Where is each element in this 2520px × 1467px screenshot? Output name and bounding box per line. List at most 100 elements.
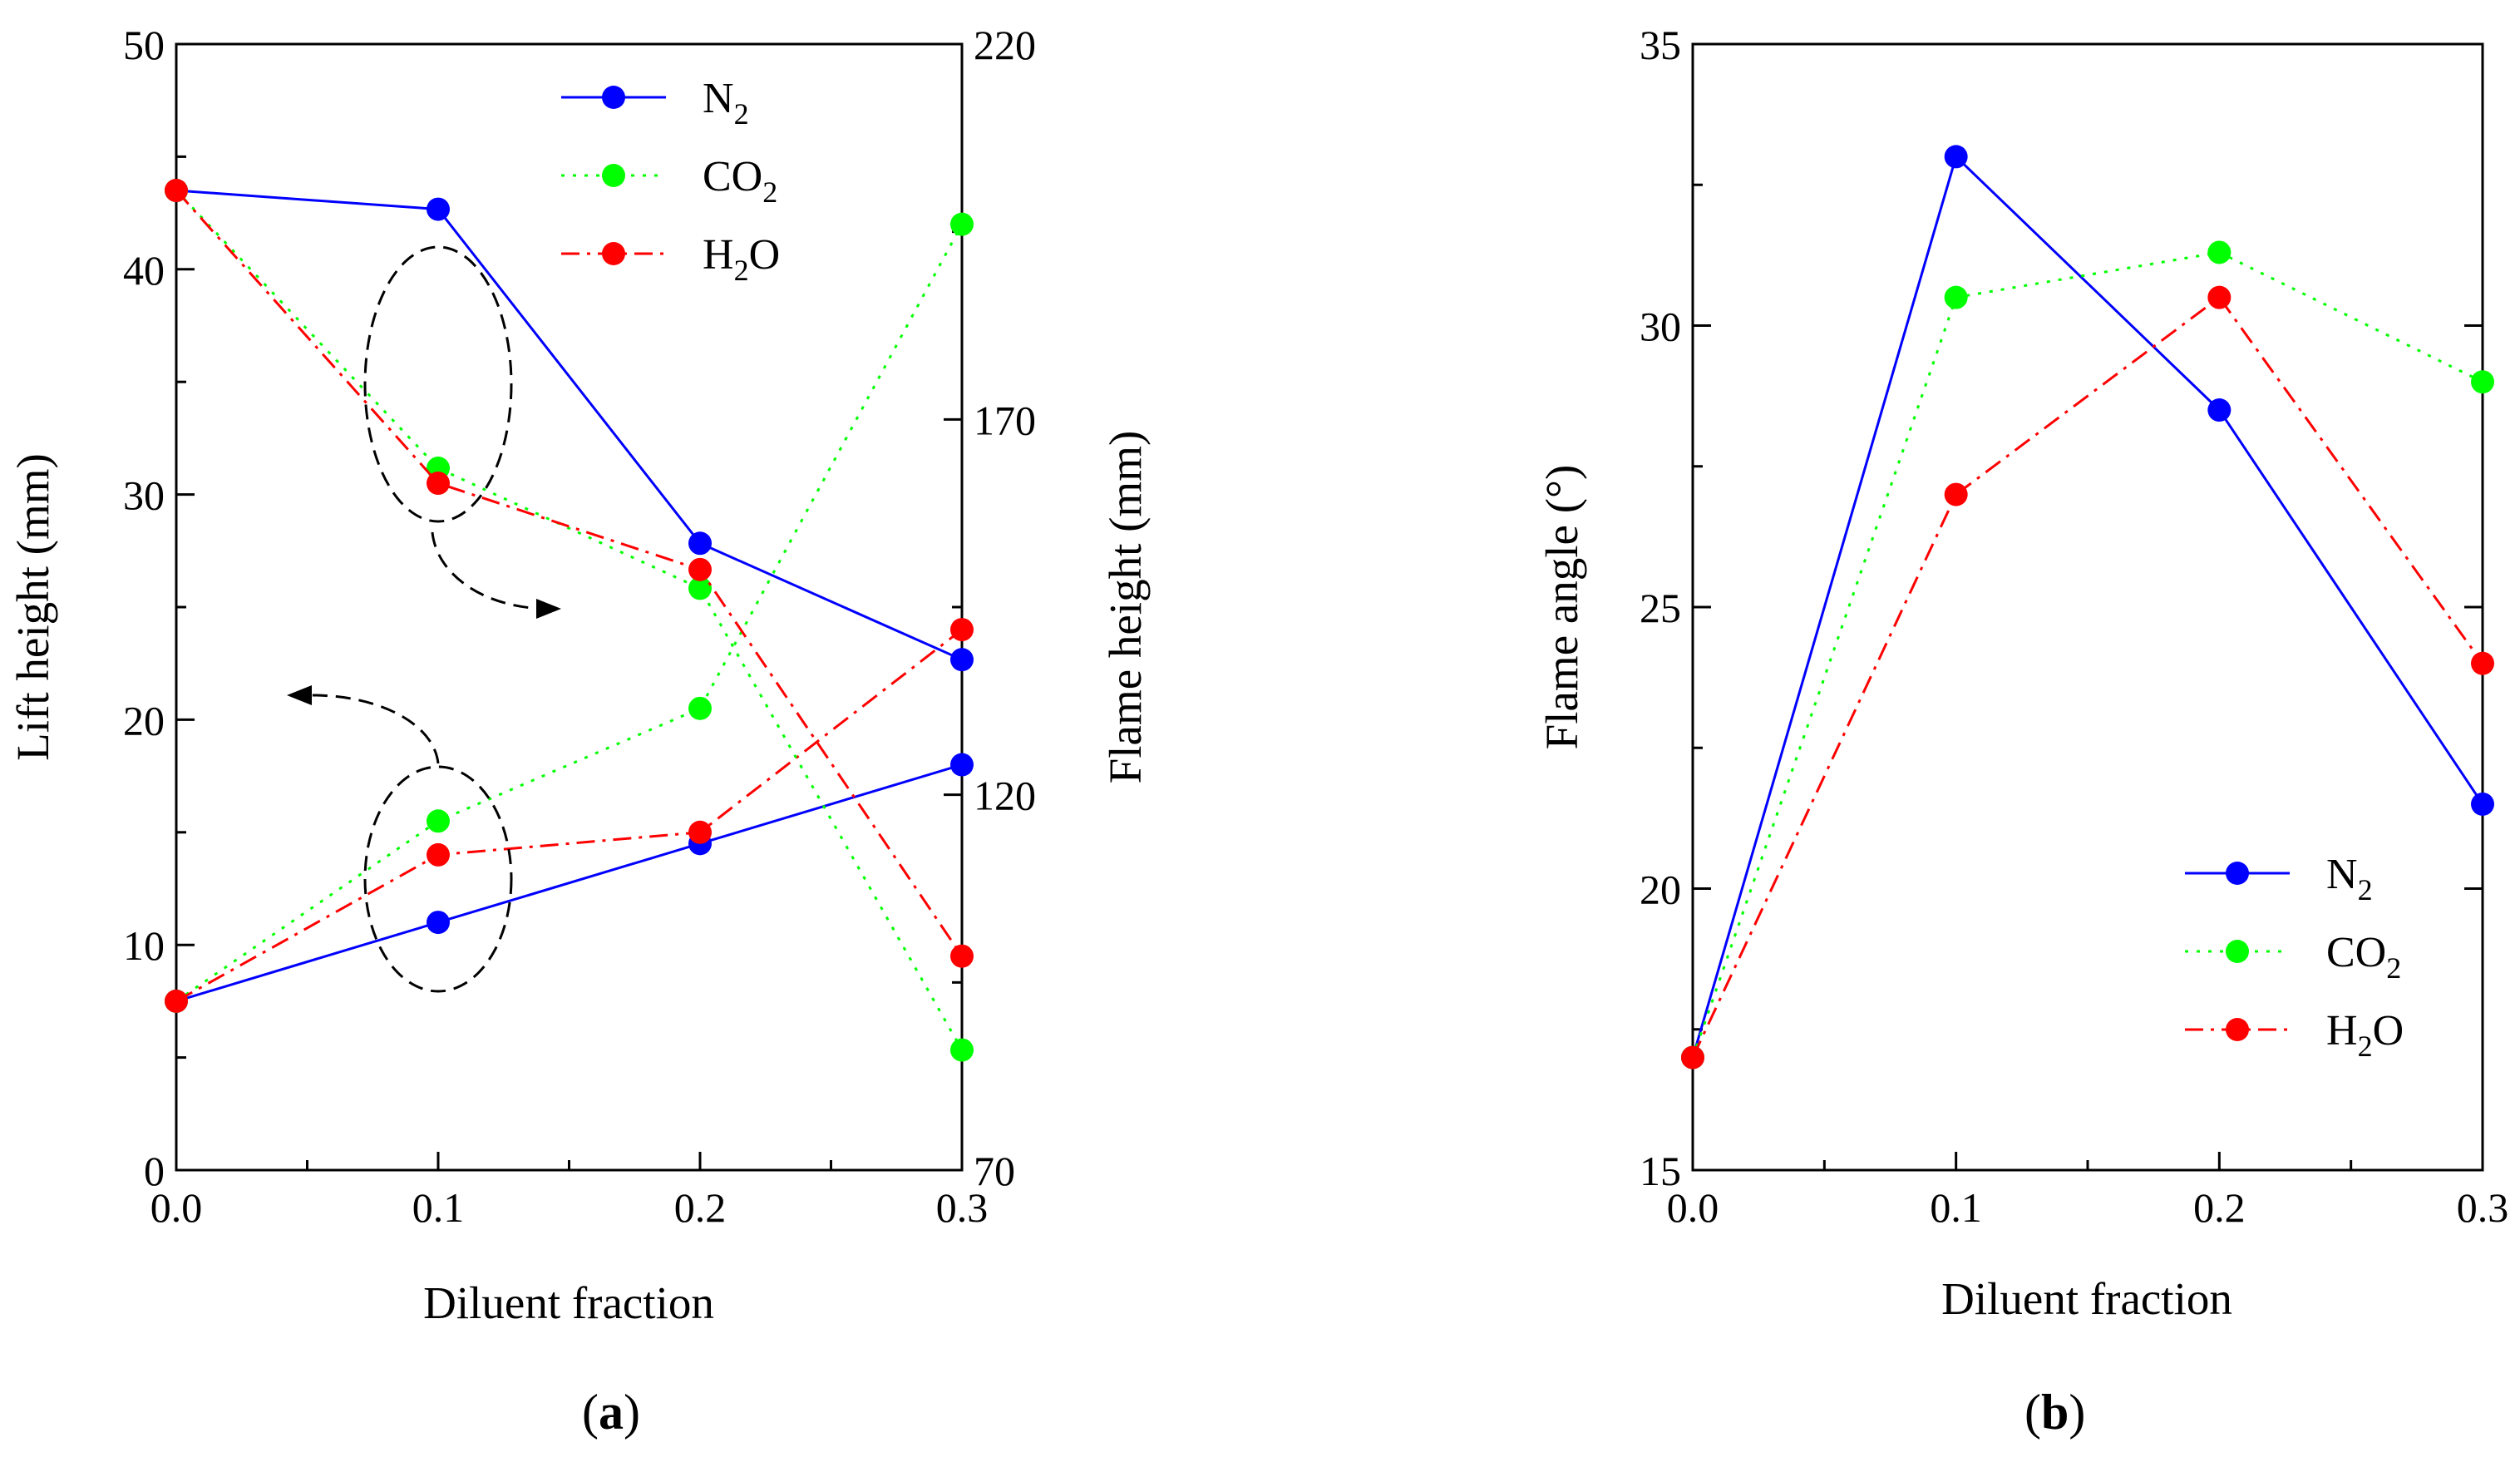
data-point-co2: [688, 696, 712, 720]
legend-marker-n2: [2226, 862, 2249, 885]
x-tick-label: 0.0: [1667, 1184, 1719, 1231]
legend-marker-co2: [602, 164, 625, 187]
series-line-co2-right: [175, 189, 964, 1051]
series-line-h2o: [1691, 295, 2484, 1059]
data-point-co2: [2207, 240, 2232, 264]
data-point-co2: [688, 576, 712, 600]
data-point-co2: [427, 809, 450, 833]
annotation-ellipse-lower: [363, 765, 513, 993]
legend-marker-h2o: [602, 242, 625, 265]
x-tick-label: 0.1: [1930, 1184, 1982, 1231]
data-point-co2: [950, 1038, 974, 1062]
data-point-co2: [2471, 370, 2494, 394]
y-tick-label: 40: [123, 247, 165, 294]
legend-label-main: H: [2326, 1007, 2358, 1055]
annotation-arrow-right: [431, 531, 545, 610]
y-tick-label: 20: [1640, 867, 1681, 913]
y2-tick-label: 170: [974, 397, 1036, 443]
legend-label-main: N: [2326, 851, 2358, 898]
data-point-h2o: [1944, 482, 1968, 506]
legend-label-n2: N2: [703, 75, 749, 131]
legend-label-co2: CO2: [703, 153, 777, 209]
legend-label-subscript: 2: [734, 254, 749, 287]
data-point-h2o: [2471, 651, 2494, 675]
panel-a-chart: 0.0 0.1 0.2 0.3 0 10 20 30 40 50 70 120 170 220 Diluen…: [7, 22, 1151, 1440]
annotation-ellipse-upper: [363, 245, 513, 523]
series-line-n2: [1691, 154, 2484, 1059]
legend-label-main: N: [703, 75, 734, 122]
legend-label-h2o: H2O: [2326, 1007, 2404, 1063]
data-point-n2: [950, 753, 974, 777]
plot-frame: [1691, 42, 2484, 1172]
y-tick-label: 15: [1640, 1148, 1681, 1194]
x-tick-label: 0.1: [412, 1184, 465, 1231]
y-tick-label: 35: [1640, 22, 1681, 68]
y-axis-label: Lift height (mm): [7, 453, 58, 761]
data-point-h2o: [950, 618, 974, 642]
x-tick-label: 0.0: [150, 1184, 203, 1231]
data-point-n2: [950, 648, 974, 672]
series-line-h2o-right: [175, 190, 964, 957]
y-tick-label: 50: [123, 22, 165, 68]
legend-label-subscript: 2: [2358, 873, 2373, 906]
legend-label-main: CO: [703, 153, 762, 200]
y2-tick-label: 70: [974, 1148, 1015, 1194]
legend-marker-co2: [2226, 940, 2249, 963]
panel-label: (a): [582, 1385, 640, 1440]
legend-label-n2: N2: [2326, 851, 2373, 906]
y-axis-label: Flame angle (°): [1536, 465, 1587, 750]
data-point-h2o: [2207, 285, 2232, 309]
y-tick-label: 25: [1640, 585, 1681, 631]
y-tick-label: 0: [144, 1148, 165, 1194]
x-tick-label: 0.3: [2457, 1184, 2509, 1231]
data-point-co2: [1944, 285, 1968, 309]
panel-label-part: ): [2069, 1385, 2085, 1440]
data-point-h2o: [427, 842, 450, 867]
annotation-arrow-left: [308, 694, 440, 764]
legend-marker-h2o: [2226, 1018, 2249, 1041]
x-tick-label: 0.2: [2193, 1184, 2246, 1231]
data-point-h2o: [1681, 1045, 1704, 1069]
panel-label-part: ): [624, 1385, 640, 1440]
annotation-arrowhead-left: [287, 685, 312, 705]
data-point-h2o: [950, 944, 974, 968]
data-point-h2o: [165, 179, 188, 203]
y-tick-label: 10: [123, 922, 165, 969]
legend-label-subscript: 2: [2358, 1030, 2373, 1063]
panel-label-part: a: [599, 1385, 624, 1440]
data-point-n2: [2471, 792, 2494, 816]
legend-label-main: H: [703, 231, 734, 279]
legend-label-after: O: [2373, 1007, 2404, 1055]
data-point-n2: [427, 197, 450, 221]
legend-label-subscript: 2: [734, 97, 749, 131]
y-tick-label: 20: [123, 697, 165, 743]
legend-label-subscript: 2: [762, 175, 777, 209]
series-line-n2-left: [175, 763, 963, 1003]
legend-label-co2: CO2: [2326, 929, 2401, 985]
series-line-h2o-left: [175, 628, 963, 1003]
data-point-h2o: [688, 557, 712, 581]
y2-tick-label: 120: [974, 773, 1036, 819]
legend-label-subscript: 2: [2386, 951, 2401, 985]
x-axis-label: Diluent fraction: [1941, 1273, 2232, 1324]
y2-axis-label: Flame height (mm): [1100, 431, 1151, 784]
data-point-h2o: [688, 820, 712, 844]
y2-tick-label: 220: [974, 22, 1036, 68]
legend-label-h2o: H2O: [703, 231, 780, 287]
data-point-h2o: [165, 989, 188, 1013]
panel-label: (b): [2024, 1385, 2085, 1440]
x-tick-label: 0.2: [674, 1184, 727, 1231]
annotation-arrowhead-right: [536, 599, 561, 619]
x-axis-label: Diluent fraction: [423, 1277, 714, 1328]
data-point-n2: [427, 911, 450, 935]
data-point-co2: [950, 212, 974, 236]
data-point-n2: [688, 531, 712, 556]
legend-label-main: CO: [2326, 929, 2386, 976]
x-tick-label: 0.3: [936, 1184, 989, 1231]
y-tick-label: 30: [123, 472, 165, 519]
data-point-n2: [1944, 145, 1968, 169]
data-point-h2o: [427, 472, 450, 496]
panel-label-part: (: [2024, 1385, 2041, 1440]
series-line-n2-right: [175, 189, 963, 661]
legend-label-after: O: [749, 231, 781, 279]
